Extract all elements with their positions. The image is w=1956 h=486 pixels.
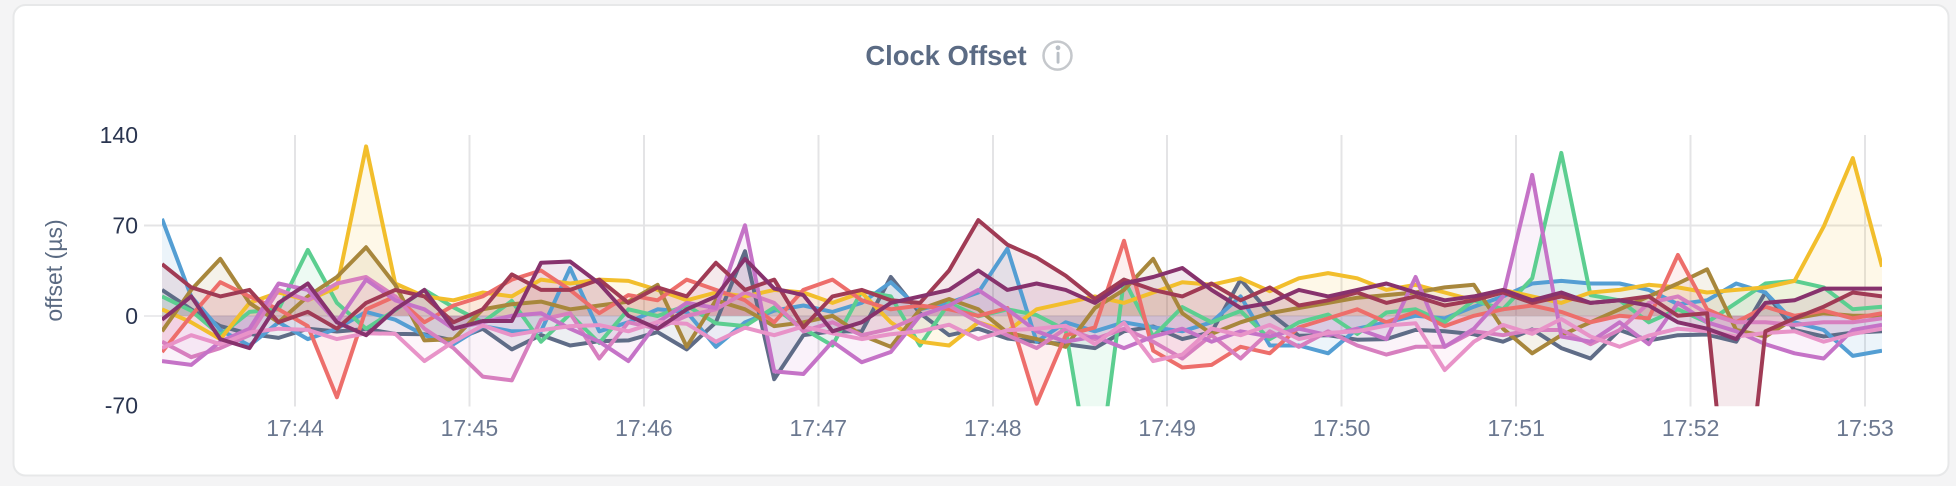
- svg-text:17:44: 17:44: [266, 415, 324, 441]
- svg-text:17:52: 17:52: [1662, 415, 1720, 441]
- svg-text:17:47: 17:47: [790, 415, 848, 441]
- svg-text:17:51: 17:51: [1487, 415, 1545, 441]
- svg-text:140: 140: [100, 122, 138, 148]
- svg-text:0: 0: [125, 303, 138, 329]
- svg-text:offset (µs): offset (µs): [41, 219, 67, 321]
- svg-text:17:46: 17:46: [615, 415, 673, 441]
- svg-text:70: 70: [112, 212, 138, 238]
- svg-text:Clock Offset: Clock Offset: [865, 40, 1026, 71]
- svg-text:-70: -70: [105, 392, 138, 418]
- svg-text:17:49: 17:49: [1138, 415, 1196, 441]
- svg-text:17:48: 17:48: [964, 415, 1022, 441]
- svg-text:17:50: 17:50: [1313, 415, 1371, 441]
- svg-text:17:45: 17:45: [441, 415, 499, 441]
- svg-text:17:53: 17:53: [1836, 415, 1894, 441]
